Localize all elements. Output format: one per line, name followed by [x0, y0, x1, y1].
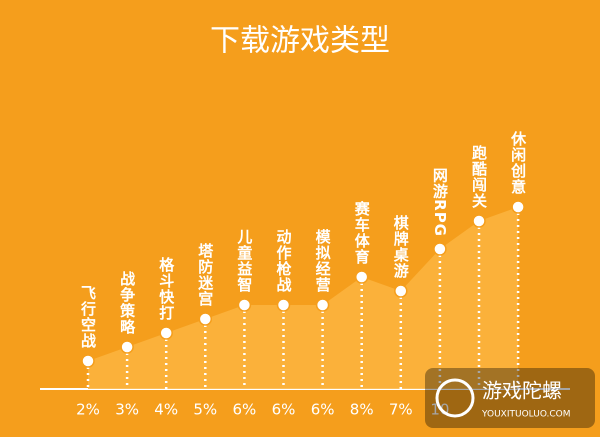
point	[315, 298, 330, 312]
value-label: 2%	[76, 401, 100, 419]
point	[237, 298, 252, 312]
chart-title: 下载游戏类型	[210, 24, 390, 59]
watermark-logo	[435, 378, 475, 418]
watermark-name: 游戏陀螺	[482, 379, 562, 403]
point	[511, 200, 525, 214]
area	[88, 207, 519, 389]
value-label: 8%	[350, 401, 374, 419]
category-label: 塔防迷宫	[196, 242, 214, 307]
point	[276, 298, 291, 312]
point	[120, 340, 134, 354]
value-label: 3%	[115, 401, 139, 419]
point	[394, 284, 408, 298]
category-label: 战争策略	[118, 270, 136, 335]
category-label: 飞行空战	[79, 285, 97, 349]
value-label: 7%	[389, 401, 413, 419]
value-label: 6%	[233, 401, 257, 419]
point	[472, 214, 486, 228]
category-label: 模拟经营	[314, 228, 332, 293]
value-label: 4%	[154, 401, 178, 419]
category-label: 动作枪战	[275, 228, 293, 293]
category-label: 格斗快打	[157, 256, 175, 321]
category-label: 跑酷闯关	[470, 144, 488, 209]
point	[81, 354, 95, 368]
category-label: 棋牌桌游	[392, 214, 410, 279]
point	[198, 312, 213, 326]
value-label: 6%	[311, 401, 335, 419]
value-label: 6%	[272, 401, 296, 419]
category-label: 赛车体育	[353, 200, 371, 265]
category-label: 网游RPG	[431, 167, 449, 237]
point	[433, 242, 447, 256]
category-label: 儿童益智	[235, 229, 253, 293]
value-label: 5%	[193, 401, 217, 419]
point	[159, 326, 173, 340]
category-label: 休闲创意	[509, 130, 527, 195]
point	[354, 270, 369, 284]
watermark-box	[425, 368, 595, 428]
watermark-url: YOUXITUOLUO.COM	[481, 410, 571, 420]
